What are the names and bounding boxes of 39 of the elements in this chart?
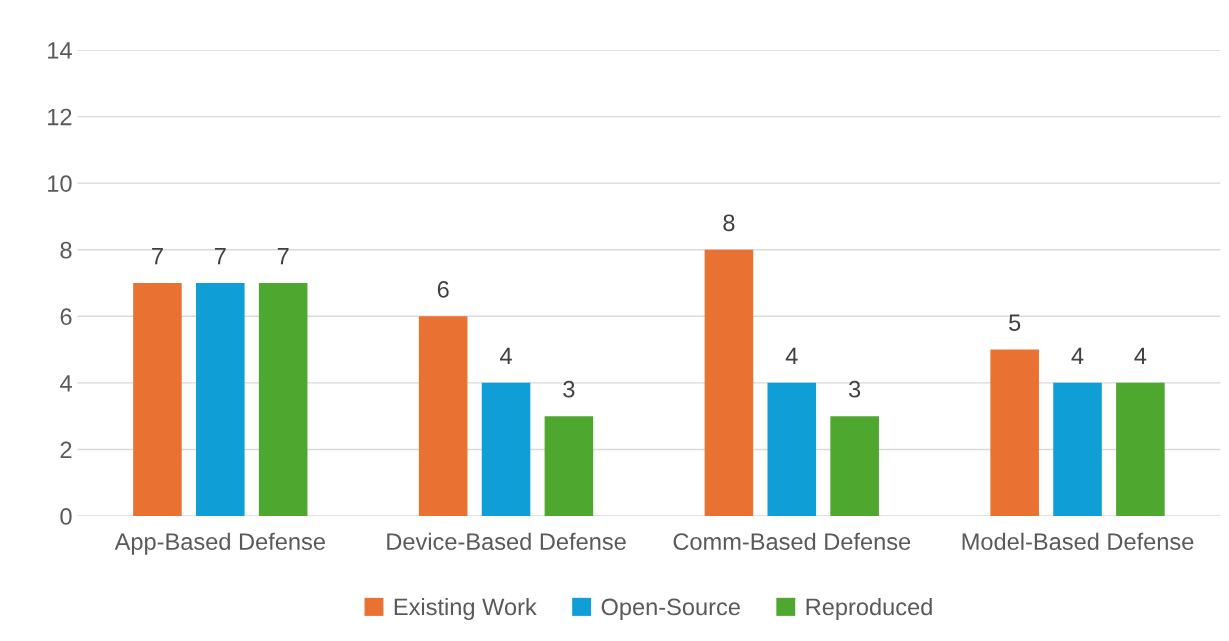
y-tick-label: 12 [48,108,72,126]
bar [990,349,1039,517]
legend-label: Reproduced [806,597,932,620]
bar [1053,382,1102,517]
y-tick-label: 6 [60,308,72,326]
data-label: 6 [437,281,449,298]
bar [830,416,879,517]
bar [133,283,182,517]
y-tick-label: 8 [60,241,72,259]
data-label: 3 [848,380,861,398]
bar [418,316,468,517]
data-label: 4 [500,347,512,365]
bar [258,283,308,517]
x-tick-label: Device-Based Defense [387,532,626,551]
data-label: 8 [723,214,735,232]
data-label: 4 [1071,347,1084,365]
data-label: 5 [1009,314,1021,332]
x-tick-label: App-Based Defense [114,532,325,555]
bar [704,249,754,517]
x-tick-label: Comm-Based Defense [673,532,911,551]
bar [544,416,594,517]
bar [481,382,531,517]
data-label: 7 [214,247,226,265]
data-label: 4 [1134,347,1147,365]
legend-label: Existing Work [394,597,537,620]
data-label: 7 [277,247,289,265]
y-tick-label: 0 [60,508,72,525]
y-tick-label: 4 [59,375,72,392]
y-tick-label: 2 [60,441,72,458]
bar [767,382,817,517]
data-label: 7 [152,247,163,265]
data-label: 3 [563,380,575,398]
legend-label: Open-Source [601,598,740,620]
x-tick-label: Model-Based Defense [962,532,1194,551]
data-label: 4 [785,347,798,365]
y-tick-label: 10 [48,175,72,192]
bar [196,283,245,517]
bar [1116,382,1165,517]
y-tick-label: 14 [48,42,72,59]
